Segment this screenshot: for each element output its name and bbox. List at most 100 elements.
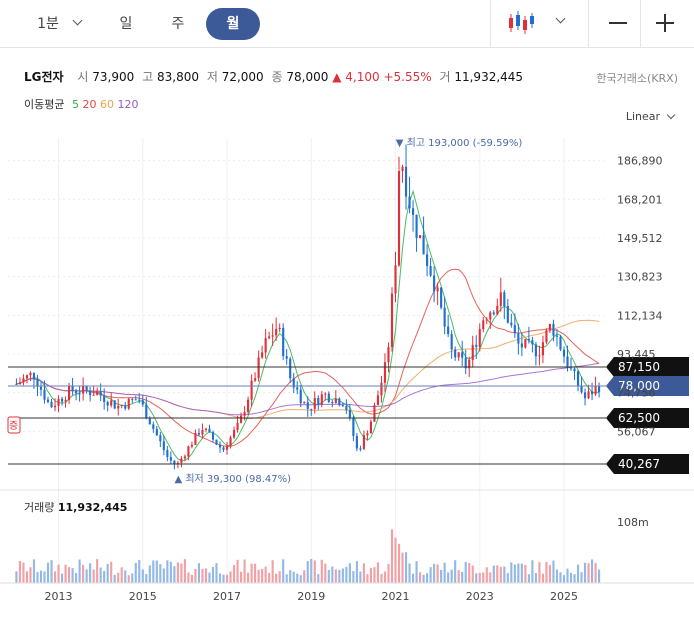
candle-body	[194, 432, 197, 445]
candle-body	[394, 265, 397, 294]
candle-body	[489, 312, 492, 320]
volume-bar	[506, 573, 509, 583]
candle-body	[152, 424, 155, 429]
tab-day[interactable]: 일	[119, 16, 133, 32]
volume-bar	[376, 562, 380, 583]
volume-bar	[362, 563, 365, 583]
candle-body	[145, 404, 148, 419]
volume-bar	[25, 571, 29, 583]
candle-body	[124, 405, 127, 409]
candle-body	[169, 456, 172, 461]
moving-average-legend[interactable]: 이동평균 5 20 60 120	[24, 98, 139, 111]
y-tick-label: 130,823	[617, 271, 663, 284]
candle-body	[113, 400, 116, 409]
volume-bar	[155, 560, 158, 583]
candle-body	[173, 460, 176, 465]
volume-bar	[282, 559, 285, 583]
candle-body	[313, 398, 316, 409]
volume-bar	[236, 559, 239, 583]
candle-body	[120, 405, 123, 407]
volume-bar	[124, 570, 127, 583]
candle-body	[468, 359, 471, 369]
candle-body	[464, 357, 467, 369]
candle-body	[359, 448, 362, 450]
candle-body	[187, 446, 190, 457]
candle-body	[215, 439, 218, 445]
volume-bar	[173, 566, 176, 583]
volume-bar	[36, 572, 39, 583]
tab-month[interactable]: 월	[206, 8, 260, 40]
candle-body	[243, 411, 246, 416]
volume-bar	[489, 572, 492, 583]
candle-body	[296, 387, 299, 390]
volume-value: 11,932,445	[454, 70, 524, 84]
candle-body	[352, 417, 355, 436]
candle-body	[373, 405, 376, 422]
candle-body	[433, 275, 436, 292]
tab-1min[interactable]: 1분	[37, 16, 59, 32]
volume-bar	[419, 572, 422, 583]
volume-bar	[99, 567, 102, 583]
volume-bar	[46, 562, 50, 583]
candle-body	[324, 393, 327, 395]
y-tick-label: 112,134	[617, 309, 663, 322]
toolbar-divider	[640, 0, 641, 48]
candle-body	[68, 386, 71, 401]
candle-body	[426, 254, 429, 267]
volume-panel-label: 거래량 11,932,445	[24, 501, 128, 514]
min-price-annotation: ▲ 최저 39,300 (98.47%)	[174, 473, 291, 485]
volume-bar	[50, 560, 53, 583]
candle-body	[138, 399, 141, 401]
volume-bar	[552, 560, 555, 583]
volume-bar	[383, 571, 387, 583]
volume-bar	[373, 567, 376, 583]
zoom-out-button[interactable]	[603, 8, 633, 38]
volume-bar	[292, 571, 295, 583]
chart-toolbar: 1분 일 주 월	[0, 0, 694, 48]
volume-bar	[85, 569, 88, 583]
candle-body	[415, 214, 418, 239]
volume-bar	[317, 574, 320, 583]
volume-bar	[197, 563, 201, 583]
volume-bar	[485, 567, 488, 583]
price-change-pct: +5.55%	[383, 70, 432, 84]
zoom-in-button[interactable]	[650, 8, 680, 38]
candle-body	[197, 432, 201, 435]
y-tick-label: 149,512	[617, 232, 663, 245]
max-price-annotation: ▼ 최고 193,000 (-59.59%)	[396, 137, 523, 149]
volume-bar	[71, 568, 74, 583]
candle-body	[327, 393, 330, 403]
volume-bar	[559, 572, 562, 583]
candle-body	[310, 408, 313, 410]
candle-body	[271, 335, 274, 337]
candle-body	[397, 171, 401, 266]
volume-bar	[447, 572, 450, 583]
candle-body	[559, 336, 562, 350]
scale-mode-selector[interactable]: Linear	[625, 110, 660, 123]
volume-bar	[211, 566, 215, 583]
y-tick-label: 93,445	[617, 348, 656, 361]
candle-body	[211, 432, 215, 440]
volume-bar	[247, 572, 250, 583]
candle-body	[106, 401, 109, 406]
volume-bar	[320, 559, 323, 583]
volume-bar	[397, 543, 401, 583]
tab-week[interactable]: 주	[171, 16, 185, 32]
candle-body	[306, 402, 309, 409]
candle-body	[390, 293, 394, 348]
volume-bar	[268, 572, 271, 583]
volume-bar	[576, 564, 580, 583]
candlestick-icon[interactable]	[506, 8, 536, 38]
candle-body	[411, 208, 415, 215]
volume-bar	[229, 571, 232, 583]
volume-bar	[411, 573, 415, 583]
volume-bar	[348, 563, 351, 583]
volume-bar	[548, 565, 552, 583]
candle-body	[99, 391, 102, 396]
candle-body	[82, 385, 85, 394]
candle-body	[43, 389, 46, 400]
volume-bar	[562, 575, 566, 583]
volume-bar	[517, 563, 520, 583]
volume-bar	[440, 569, 443, 583]
